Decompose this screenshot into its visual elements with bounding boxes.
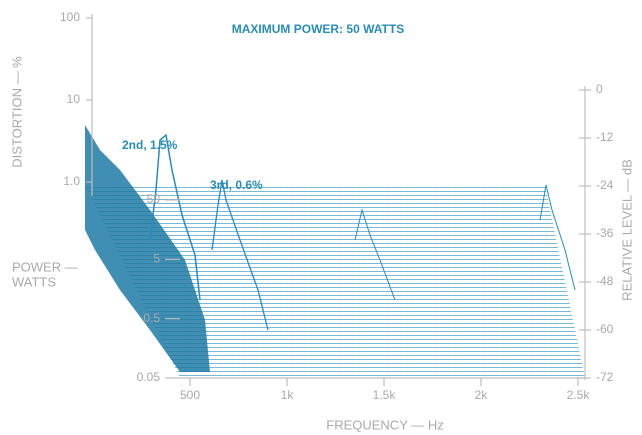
y2-axis-title: RELATIVE LEVEL — dB	[619, 159, 634, 301]
z-tick-label: 0.5	[143, 311, 160, 325]
y2-tick-label: -36	[596, 226, 614, 240]
z-axis-title: WATTS	[12, 274, 56, 289]
z-tick-label: 0.05	[137, 370, 161, 384]
x-axis-title: FREQUENCY — Hz	[326, 417, 444, 432]
x-tick-label: 1k	[281, 388, 295, 402]
z-tick-label: 5	[153, 252, 160, 266]
z-axis-title: POWER —	[12, 259, 78, 274]
y2-tick-label: -72	[596, 370, 614, 384]
y2-tick-label: 0	[596, 82, 603, 96]
annotation: 3rd, 0.6%	[210, 178, 263, 192]
y-axis-title: DISTORTION — %	[9, 56, 24, 168]
x-tick-label: 1.5k	[373, 388, 397, 402]
x-tick-label: 2k	[475, 388, 489, 402]
z-tick-label: 50	[147, 192, 161, 206]
y2-tick-label: -60	[596, 322, 614, 336]
y-tick-label: 1.0	[63, 174, 80, 188]
waterfall-surface	[85, 125, 585, 378]
y-tick-label: 100	[60, 10, 80, 24]
x-tick-label: 2.5k	[567, 388, 591, 402]
y-tick-label: 10	[67, 92, 81, 106]
y2-tick-label: -24	[596, 178, 614, 192]
annotation: 2nd, 1.5%	[122, 138, 178, 152]
y2-tick-label: -12	[596, 130, 614, 144]
y2-tick-label: -48	[596, 274, 614, 288]
chart-title: MAXIMUM POWER: 50 WATTS	[232, 22, 404, 36]
x-tick-label: 500	[180, 388, 200, 402]
